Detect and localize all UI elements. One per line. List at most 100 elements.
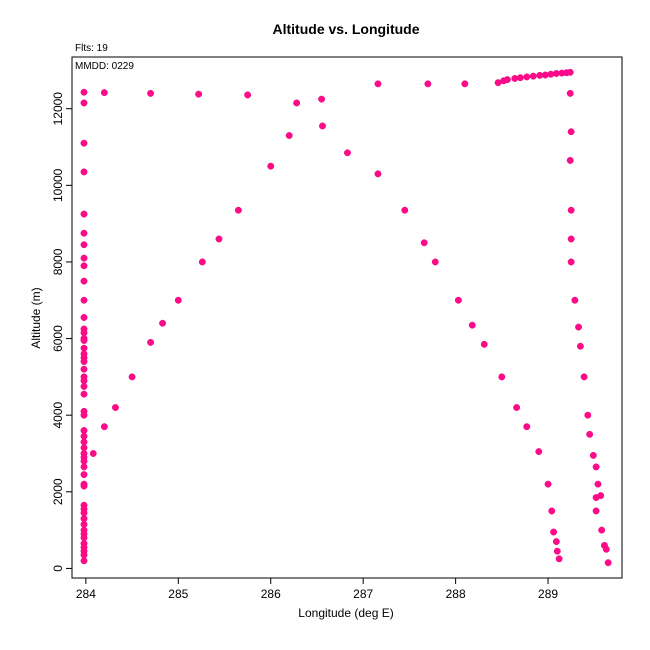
data-point: [80, 390, 88, 398]
y-axis: 0 2000 4000 6000 8000 10000 12000: [51, 92, 72, 572]
data-point: [592, 494, 600, 502]
y-tick-label: 6000: [51, 325, 65, 352]
data-point: [516, 74, 524, 82]
data-point: [571, 296, 579, 304]
data-point: [461, 80, 469, 88]
data-point: [80, 383, 88, 390]
data-point: [80, 463, 88, 471]
data-point: [198, 258, 206, 266]
data-point: [80, 377, 88, 385]
data-point: [147, 89, 155, 97]
data-point: [374, 80, 382, 88]
x-tick-label: 289: [538, 587, 558, 601]
data-point: [523, 423, 531, 431]
data-point: [111, 404, 119, 411]
data-point: [431, 258, 439, 266]
data-point: [480, 340, 488, 348]
data-point: [374, 170, 382, 178]
data-point: [580, 373, 588, 381]
data-point: [80, 509, 88, 517]
data-point: [80, 241, 88, 249]
y-axis-label: Altitude (m): [29, 287, 43, 348]
data-point: [293, 99, 301, 107]
data-point: [602, 545, 610, 553]
data-point: [586, 430, 594, 438]
x-tick-label: 284: [76, 587, 96, 601]
data-point: [80, 344, 88, 352]
data-point: [575, 323, 583, 331]
data-point: [566, 68, 574, 76]
x-tick-label: 286: [261, 587, 281, 601]
data-point: [100, 89, 108, 97]
x-axis: 284 285 286 287 288 289: [76, 578, 558, 601]
data-point: [80, 457, 88, 465]
data-point: [553, 547, 561, 555]
data-point: [285, 132, 293, 139]
data-point: [529, 72, 537, 80]
data-point: [147, 338, 155, 346]
data-point: [80, 520, 88, 528]
data-point: [550, 528, 558, 536]
data-point: [80, 515, 88, 523]
plot-frame: [71, 56, 623, 579]
data-point: [535, 448, 543, 456]
chart-title: Altitude vs. Longitude: [273, 21, 420, 37]
data-point: [80, 254, 88, 262]
flights-annotation: Flts: 19: [75, 43, 108, 54]
data-point: [80, 557, 88, 565]
data-point: [80, 88, 88, 96]
data-point: [80, 482, 88, 490]
data-point: [454, 296, 462, 304]
data-point: [100, 423, 108, 431]
x-axis-label: Longitude (deg E): [298, 606, 393, 620]
data-point: [589, 451, 597, 459]
data-point: [401, 206, 409, 214]
y-tick-label: 10000: [51, 168, 65, 202]
data-point: [420, 239, 428, 247]
data-point: [80, 277, 88, 285]
data-point: [80, 296, 88, 304]
data-point: [80, 534, 88, 542]
data-point: [523, 73, 531, 81]
data-point: [80, 471, 88, 479]
data-points: [80, 68, 612, 567]
data-point: [566, 156, 574, 164]
data-point: [513, 404, 521, 411]
y-tick-label: 12000: [51, 92, 65, 126]
date-annotation: MMDD: 0229: [75, 61, 134, 72]
data-point: [567, 258, 575, 266]
data-point: [598, 526, 606, 534]
data-point: [80, 365, 88, 373]
y-tick-label: 2000: [51, 478, 65, 505]
data-point: [174, 296, 182, 304]
data-point: [319, 122, 326, 130]
data-point: [80, 358, 88, 366]
data-point: [80, 438, 88, 446]
data-point: [592, 507, 600, 515]
data-point: [544, 480, 552, 488]
x-tick-label: 285: [168, 587, 188, 601]
data-point: [566, 89, 574, 97]
data-point: [592, 463, 600, 471]
data-point: [80, 314, 88, 321]
data-point: [80, 229, 88, 237]
y-tick-label: 0: [51, 565, 65, 572]
data-point: [80, 337, 88, 344]
data-point: [80, 411, 88, 419]
data-point: [503, 76, 511, 84]
data-point: [567, 206, 575, 214]
data-point: [195, 90, 203, 98]
data-point: [548, 507, 556, 515]
data-point: [80, 168, 88, 176]
data-point: [567, 235, 575, 243]
data-point: [80, 551, 88, 559]
data-point: [498, 373, 506, 381]
data-point: [344, 149, 351, 157]
data-point: [244, 91, 252, 99]
data-point: [555, 555, 563, 563]
data-point: [80, 262, 88, 270]
data-point: [128, 373, 136, 381]
x-tick-label: 287: [353, 587, 373, 601]
data-point: [584, 411, 592, 419]
data-point: [576, 342, 584, 350]
